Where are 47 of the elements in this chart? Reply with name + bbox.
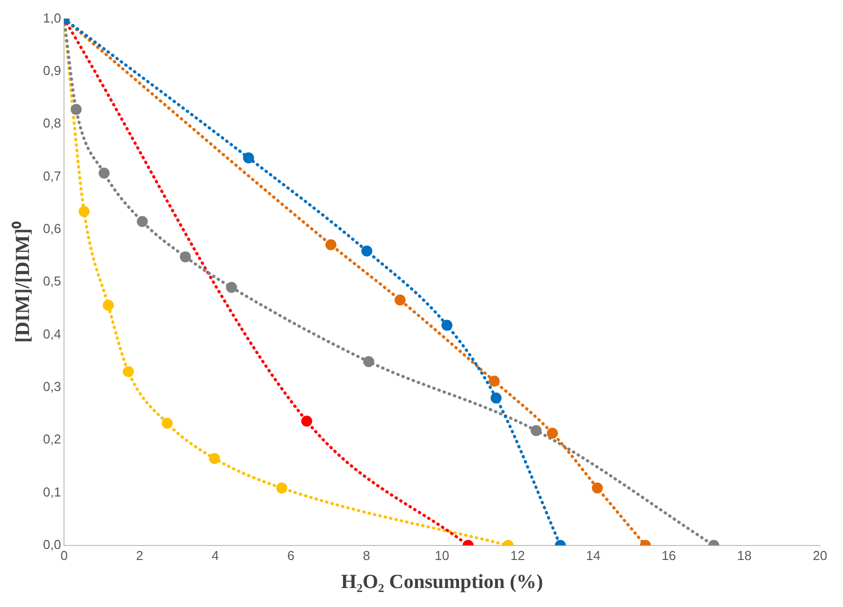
point: [122, 366, 134, 378]
y-tick-label: 0,5: [42, 274, 62, 289]
point: [209, 453, 220, 464]
point: [243, 152, 254, 164]
x-tick-label: 0: [60, 548, 68, 563]
point: [102, 300, 114, 311]
x-tick-label: 4: [212, 548, 219, 563]
y-tick-label: 0,4: [42, 326, 62, 342]
point: [301, 416, 312, 427]
x-tick-label: 18: [737, 548, 752, 563]
point: [490, 392, 502, 404]
point: [276, 482, 288, 494]
point: [394, 294, 406, 306]
y-tick-label: 0,6: [42, 221, 62, 236]
point: [441, 320, 452, 331]
point: [592, 482, 603, 494]
point: [78, 206, 90, 218]
x-tick-label: 2: [136, 548, 144, 563]
y-axis-title: [DIM]/[DIM]⁰: [11, 221, 34, 343]
point: [136, 216, 148, 228]
y-tick-label: 0,2: [42, 432, 62, 447]
point: [226, 282, 238, 293]
point: [363, 356, 374, 368]
y-tick-label: 1,0: [42, 10, 62, 26]
point: [98, 168, 110, 179]
x-axis-title: H₂O₂ Consumption (%): [341, 571, 544, 594]
x-tick-label: 12: [510, 548, 525, 563]
y-tick-label: 0,9: [42, 63, 62, 78]
x-tick-label: 10: [434, 548, 450, 563]
point: [488, 376, 500, 387]
y-tick-label: 0,7: [42, 168, 62, 184]
y-tick-label: 0,3: [42, 379, 62, 394]
point: [325, 239, 336, 250]
x-tick-label: 8: [362, 548, 370, 563]
x-tick-label: 16: [662, 548, 676, 563]
x-tick-label: 6: [287, 548, 294, 563]
point: [546, 428, 558, 439]
point: [361, 246, 372, 257]
y-tick-label: 0,8: [42, 116, 62, 131]
y-tick-label: 0,0: [42, 536, 62, 552]
x-tick-label: 14: [586, 548, 600, 563]
point: [162, 418, 173, 429]
point: [530, 425, 542, 436]
point: [70, 104, 82, 115]
y-tick-label: 0,1: [42, 484, 62, 500]
point: [180, 251, 191, 262]
x-tick-label: 20: [812, 548, 828, 563]
